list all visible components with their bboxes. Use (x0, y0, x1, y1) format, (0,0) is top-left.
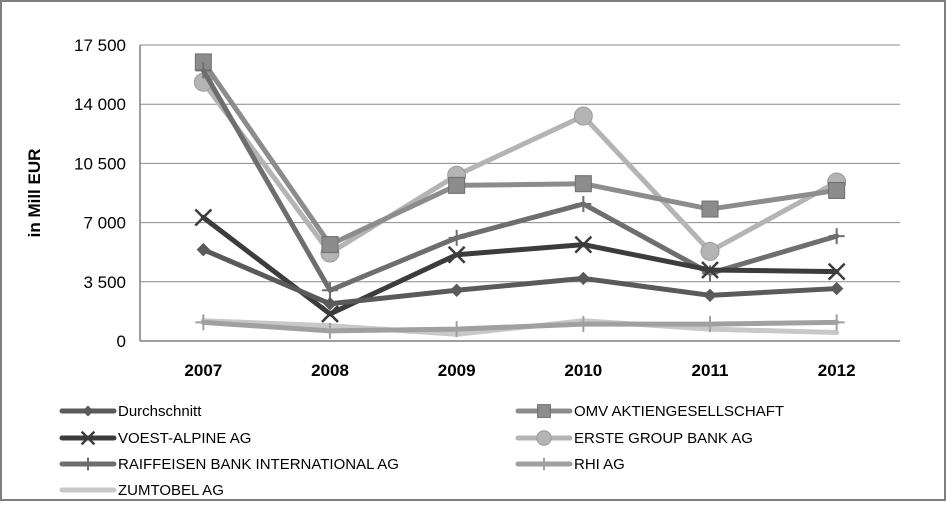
data-point-circle (573, 106, 593, 126)
series-2 (194, 208, 846, 323)
data-point-diamond (323, 297, 337, 311)
data-point-plus (81, 457, 95, 471)
series-line (200, 215, 840, 317)
data-point-x-stroke (194, 208, 213, 227)
y-axis-label: in Mill EUR (25, 149, 44, 238)
legend-label: ZUMTOBEL AG (118, 482, 224, 499)
legend-label: ERSTE GROUP BANK AG (574, 430, 753, 447)
legend-label: VOEST-ALPINE AG (118, 430, 251, 447)
data-point-plus (575, 316, 592, 333)
legend: Durchschnitt OMV AKTIENGESELLSCHAFT VOEST-… (59, 403, 784, 499)
legend-item: OMV AKTIENGESELLSCHAFT (515, 403, 784, 420)
legend-item: RAIFFEISEN BANK INTERNATIONAL AG (59, 456, 399, 473)
series-line (200, 319, 840, 334)
data-point-plus (195, 62, 212, 79)
data-point-square (574, 175, 592, 193)
x-tick-label: 2010 (564, 361, 602, 380)
data-point-plus (448, 321, 465, 338)
x-tick-label: 2009 (438, 361, 476, 380)
legend-item: ERSTE GROUP BANK AG (515, 430, 753, 447)
data-point-plus (537, 457, 551, 471)
legend-label: Durchschnitt (118, 403, 202, 420)
data-point-diamond (196, 242, 211, 257)
legend-item: RHI AG (515, 456, 625, 473)
data-point-plus (448, 229, 465, 246)
y-tick-label: 0 (117, 332, 126, 351)
data-point-diamond (449, 283, 464, 297)
x-tick-label: 2011 (692, 361, 729, 380)
series-line (200, 67, 840, 293)
data-point-x (574, 235, 593, 254)
series-0 (196, 242, 844, 311)
data-point-x-stroke (574, 235, 593, 254)
data-point-diamond (82, 405, 94, 417)
data-point-x-stroke (701, 261, 719, 279)
y-tick-label: 3 500 (83, 273, 126, 292)
data-point-x-stroke (827, 262, 846, 281)
data-point-x (701, 261, 719, 279)
series-group (193, 53, 847, 339)
data-point-x (447, 245, 466, 264)
x-tick-label: 2007 (184, 361, 222, 380)
series-5 (195, 314, 845, 339)
data-point-x (827, 262, 846, 281)
data-point-x-stroke (80, 430, 96, 446)
legend-item: VOEST-ALPINE AG (59, 430, 251, 447)
data-point-square (701, 200, 719, 218)
axes: 0 3 500 7 000 10 500 14 000 17 500 2007 2008 200… (74, 36, 900, 380)
data-point-circle (536, 430, 552, 446)
y-tick-label: 14 000 (74, 95, 126, 114)
y-tick-label: 10 500 (74, 154, 126, 173)
data-point-square (321, 236, 339, 254)
legend-item: ZUMTOBEL AG (59, 482, 224, 499)
data-point-x (80, 430, 96, 446)
data-point-plus (828, 228, 845, 245)
legend-item: Durchschnitt (59, 403, 202, 420)
data-point-plus (322, 322, 338, 339)
x-tick-label: 2012 (818, 361, 856, 380)
legend-label: RHI AG (574, 456, 625, 473)
data-point-circle (700, 241, 720, 261)
series-line (200, 79, 840, 256)
y-tick-label: 7 000 (83, 214, 126, 233)
series-line (200, 59, 840, 248)
data-point-diamond (829, 281, 844, 296)
data-point-x-stroke (321, 305, 339, 323)
data-point-square (448, 176, 466, 194)
data-point-square (537, 404, 551, 418)
legend-label: OMV AKTIENGESELLSCHAFT (574, 403, 784, 420)
data-point-plus (322, 282, 338, 299)
legend-label: RAIFFEISEN BANK INTERNATIONAL AG (118, 456, 399, 473)
data-point-x-stroke (447, 245, 466, 264)
data-point-plus (828, 314, 845, 331)
series-line (200, 247, 840, 307)
data-point-diamond (703, 288, 717, 303)
data-point-plus (702, 316, 718, 333)
series-1 (194, 53, 846, 254)
x-tick-label: 2008 (311, 361, 349, 380)
data-point-plus (575, 195, 592, 212)
data-point-x (321, 305, 339, 323)
data-point-x (194, 208, 213, 227)
y-tick-label: 17 500 (74, 36, 126, 55)
data-point-diamond (576, 271, 591, 286)
data-point-square (828, 181, 846, 199)
data-point-plus (195, 314, 212, 331)
